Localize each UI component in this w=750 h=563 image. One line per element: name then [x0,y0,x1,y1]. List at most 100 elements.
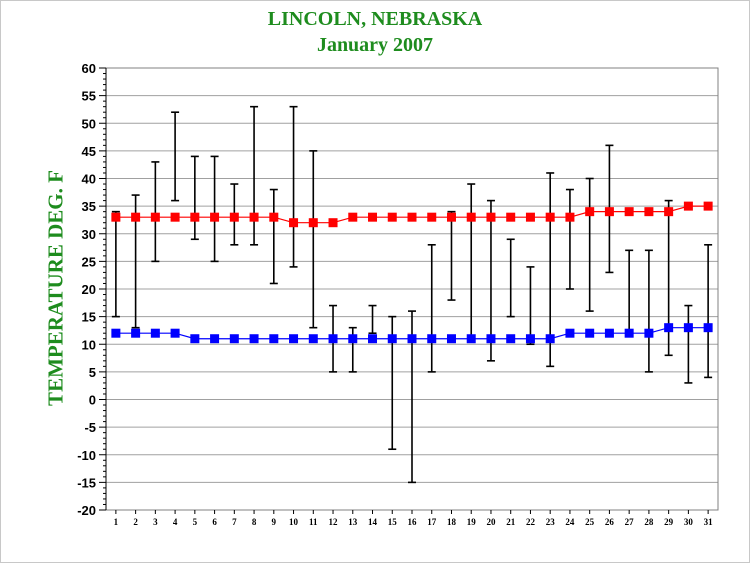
series-point-0 [170,212,180,222]
series-point-0 [229,212,239,222]
y-tick-label: 0 [89,393,96,408]
y-tick-label: 50 [82,116,96,131]
x-tick-label: 18 [447,517,457,527]
y-tick-label: 45 [82,144,96,159]
x-tick-label: 24 [565,517,575,527]
series-point-1 [131,328,141,338]
series-point-1 [466,334,476,344]
x-tick-label: 14 [368,517,378,527]
x-tick-label: 9 [272,517,277,527]
series-point-0 [644,207,654,217]
series-point-0 [387,212,397,222]
x-tick-label: 16 [408,517,418,527]
x-tick-label: 31 [704,517,714,527]
series-point-0 [624,207,634,217]
series-point-0 [427,212,437,222]
x-tick-label: 25 [585,517,595,527]
x-tick-label: 20 [486,517,496,527]
x-tick-label: 15 [388,517,398,527]
y-tick-label: 20 [82,282,96,297]
series-point-0 [150,212,160,222]
y-tick-label: -10 [77,448,96,463]
x-tick-label: 29 [664,517,674,527]
series-point-0 [368,212,378,222]
series-point-0 [249,212,259,222]
series-point-0 [131,212,141,222]
series-point-0 [308,218,318,228]
x-tick-label: 26 [605,517,615,527]
x-tick-label: 23 [546,517,556,527]
series-point-0 [585,207,595,217]
series-point-0 [111,212,121,222]
series-point-1 [604,328,614,338]
series-point-0 [446,212,456,222]
series-point-0 [664,207,674,217]
series-point-1 [446,334,456,344]
y-tick-label: 40 [82,172,96,187]
y-tick-label: 10 [82,337,96,352]
series-point-1 [407,334,417,344]
series-point-1 [545,334,555,344]
series-point-0 [703,201,713,211]
series-point-0 [289,218,299,228]
chart-title: LINCOLN, NEBRASKA [267,8,483,30]
series-point-0 [525,212,535,222]
series-point-1 [328,334,338,344]
y-tick-label: 55 [82,89,96,104]
series-point-0 [466,212,476,222]
series-point-1 [150,328,160,338]
series-point-0 [683,201,693,211]
series-point-1 [308,334,318,344]
series-point-1 [486,334,496,344]
x-tick-label: 30 [684,517,694,527]
series-point-1 [249,334,259,344]
series-point-1 [703,323,713,333]
y-tick-label: 15 [82,310,96,325]
series-point-1 [565,328,575,338]
series-point-1 [387,334,397,344]
x-tick-label: 21 [506,517,516,527]
y-tick-label: 30 [82,227,96,242]
series-point-0 [407,212,417,222]
series-point-0 [604,207,614,217]
y-tick-label: 5 [89,365,96,380]
series-point-0 [348,212,358,222]
x-tick-label: 1 [114,517,119,527]
x-tick-label: 11 [309,517,318,527]
x-tick-label: 27 [625,517,635,527]
series-point-1 [585,328,595,338]
series-point-1 [289,334,299,344]
series-point-1 [111,328,121,338]
series-point-1 [190,334,200,344]
series-point-1 [683,323,693,333]
series-point-0 [565,212,575,222]
x-tick-label: 19 [467,517,477,527]
series-point-1 [624,328,634,338]
y-tick-label: -15 [77,475,96,490]
x-tick-label: 5 [193,517,198,527]
series-point-1 [506,334,516,344]
series-point-1 [368,334,378,344]
series-point-1 [664,323,674,333]
x-tick-label: 6 [212,517,217,527]
series-point-1 [210,334,220,344]
x-tick-label: 10 [289,517,299,527]
x-tick-label: 8 [252,517,257,527]
y-tick-label: 25 [82,254,96,269]
x-tick-label: 17 [427,517,437,527]
series-point-1 [348,334,358,344]
series-point-1 [269,334,279,344]
x-tick-label: 7 [232,517,237,527]
series-point-0 [486,212,496,222]
series-point-0 [210,212,220,222]
series-point-0 [190,212,200,222]
series-point-0 [328,218,338,228]
x-tick-label: 2 [133,517,138,527]
y-tick-label: -20 [77,503,96,518]
series-point-1 [170,328,180,338]
y-tick-label: 35 [82,199,96,214]
series-point-0 [506,212,516,222]
series-point-0 [269,212,279,222]
x-tick-label: 12 [329,517,339,527]
